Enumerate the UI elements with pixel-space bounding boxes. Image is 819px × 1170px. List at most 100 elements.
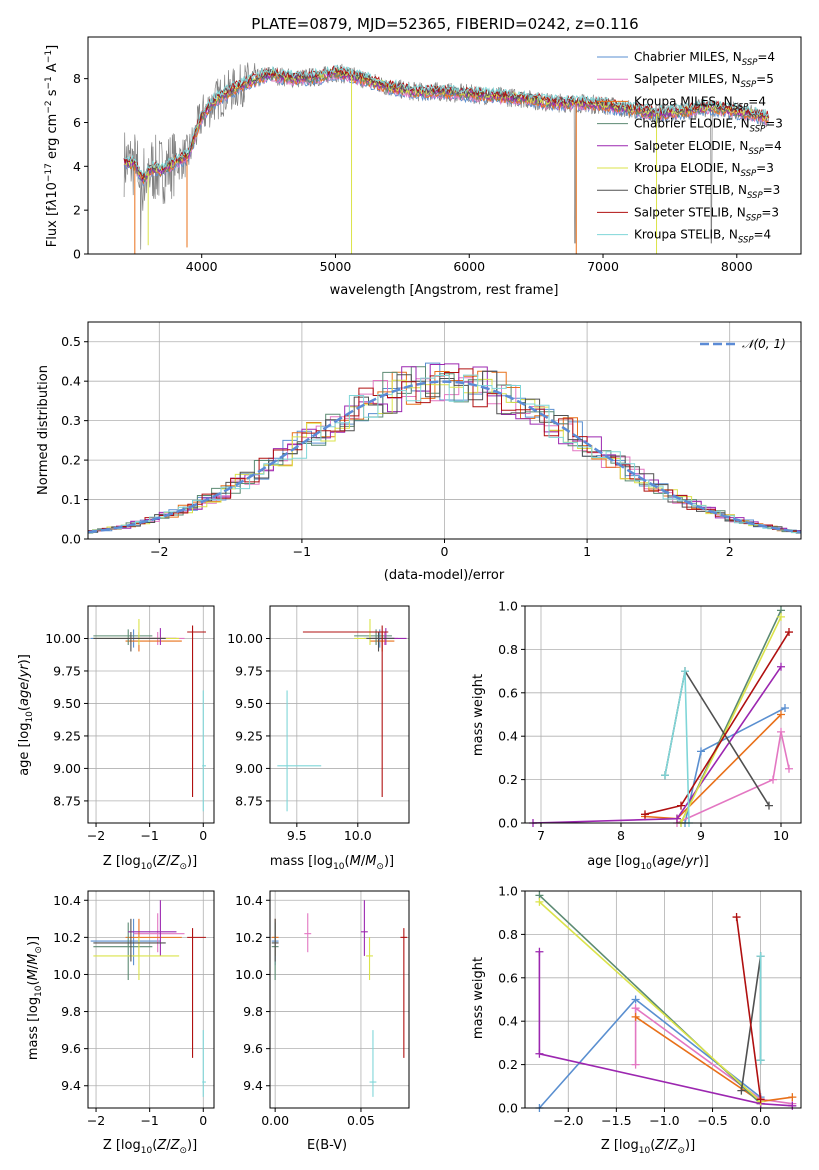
x-tick-label: −0.5 — [697, 1113, 727, 1128]
mass-weight-marker — [737, 1086, 746, 1095]
y-tick-label: 9.8 — [243, 1004, 263, 1019]
legend-label: Salpeter MILES, NSSP=5 — [634, 72, 774, 90]
gaussian-legend-label: 𝒩(0, 1) — [742, 337, 786, 351]
spectrum-ticks: 4000 5000 6000 7000 8000 0 2 4 6 8 — [73, 36, 802, 274]
mass-vs-Z-panel: −2 −1 0 9.4 9.6 9.8 10.0 10.2 10.4 — [53, 890, 215, 1128]
age-vs-Z-panel: −2 −1 0 8.75 9.00 9.25 9.50 9.75 10.00 — [45, 605, 215, 843]
age-vs-Z-xlabel: Z [log10(Z/Z⊙)] — [103, 854, 197, 872]
mass-weight-marker — [788, 1093, 797, 1102]
axes-frame — [524, 890, 802, 1109]
legend-label: Chabrier ELODIE, NSSP=3 — [634, 117, 783, 135]
gaussian-curve — [87, 380, 802, 534]
x-tick-label: 2 — [726, 544, 734, 559]
y-tick-label: 0.0 — [498, 816, 518, 831]
legend-label: Chabrier MILES, NSSP=4 — [634, 50, 775, 68]
legend-label: Kroupa ELODIE, NSSP=3 — [634, 161, 774, 179]
mass-weight-line — [735, 916, 762, 1100]
mass-weight-line — [680, 616, 782, 824]
mass-weight-marker — [631, 1004, 640, 1013]
x-tick-label: −1.5 — [601, 1113, 631, 1128]
mass-weight-marker — [781, 703, 789, 712]
mass-weight-line — [538, 951, 793, 1107]
x-tick-label: 8 — [617, 828, 625, 843]
y-tick-label: 0.6 — [498, 685, 518, 700]
mass-weight-marker — [677, 801, 685, 810]
y-tick-label: 9.50 — [235, 696, 263, 711]
mass-weight-marker — [535, 947, 544, 956]
mass-weight-marker — [777, 727, 785, 736]
y-tick-label: 0.5 — [61, 334, 81, 349]
y-tick-label: 9.4 — [61, 1078, 81, 1093]
y-tick-label: 8.75 — [235, 793, 263, 808]
legend-label: Salpeter ELODIE, NSSP=4 — [634, 139, 782, 157]
y-tick-label: 9.75 — [235, 663, 263, 678]
x-tick-label: −2 — [87, 828, 105, 843]
residual-histogram — [88, 366, 801, 534]
x-tick-label: 8000 — [721, 259, 753, 274]
x-tick-label: 7 — [537, 828, 545, 843]
mass-weight-line — [538, 998, 762, 1109]
axes-frame — [524, 605, 802, 824]
mass-weight-marker — [765, 801, 773, 810]
x-tick-label: 10 — [773, 828, 789, 843]
x-tick-label: 0 — [199, 828, 207, 843]
y-tick-label: 0.2 — [498, 772, 518, 787]
y-tick-label: 8 — [73, 71, 81, 86]
y-tick-label: 0.2 — [61, 453, 81, 468]
y-tick-label: 4 — [73, 159, 81, 174]
mass-weight-marker — [777, 612, 785, 621]
residuals-ylabel: Normed distribution — [36, 365, 51, 495]
y-tick-label: 0.4 — [498, 729, 518, 744]
legend-label: Chabrier STELIB, NSSP=3 — [634, 183, 780, 201]
spectrum-panel: 4000 5000 6000 7000 8000 0 2 4 6 8 Chabrier MILES… — [44, 36, 802, 298]
mass-weight-marker — [661, 771, 669, 780]
mass-weight-marker — [785, 628, 793, 637]
model-spectrum — [124, 65, 769, 177]
y-tick-label: 9.25 — [235, 728, 263, 743]
y-tick-label: 10.00 — [45, 631, 81, 646]
y-tick-label: 0.8 — [498, 927, 518, 942]
spectrum-xlabel: wavelength [Angstrom, rest frame] — [330, 283, 559, 298]
x-tick-label: 5000 — [320, 259, 352, 274]
y-tick-label: 10.2 — [235, 930, 263, 945]
residuals-xlabel: (data-model)/error — [384, 568, 505, 583]
mass-weight-line — [538, 901, 762, 1103]
mass-weight-line — [664, 670, 690, 824]
x-tick-label: 0.0 — [751, 1113, 771, 1128]
residuals-histograms — [88, 362, 801, 534]
y-tick-label: 0 — [73, 247, 81, 262]
x-tick-label: −1 — [293, 544, 311, 559]
y-tick-label: 9.00 — [53, 761, 81, 776]
y-tick-label: 0.3 — [61, 413, 81, 428]
y-tick-label: 10.00 — [227, 631, 263, 646]
y-tick-label: 9.00 — [235, 761, 263, 776]
residuals-panel: −2 −1 0 1 2 0.0 0.1 0.2 0.3 0.4 0.5 𝒩(0, 1) (data-… — [36, 321, 802, 583]
mass-vs-ebv-panel: 0.00 0.05 9.4 9.6 9.8 10.0 10.2 10.4 — [235, 890, 410, 1128]
axes-frame — [87, 890, 215, 1109]
y-tick-label: 0.0 — [498, 1101, 518, 1116]
y-tick-label: 2 — [73, 203, 81, 218]
mass-weight-marker — [673, 814, 681, 823]
x-tick-label: −1 — [140, 828, 158, 843]
y-tick-label: 9.75 — [53, 663, 81, 678]
mass-weight-marker — [756, 1095, 765, 1104]
x-tick-label: 9.5 — [287, 828, 307, 843]
figure-title: PLATE=0879, MJD=52365, FIBERID=0242, z=0… — [251, 15, 638, 33]
y-tick-label: 10.4 — [53, 893, 81, 908]
y-tick-label: 6 — [73, 115, 81, 130]
x-tick-label: 0.05 — [347, 1113, 375, 1128]
spectrum-ylabel: Flux [fλ10−17 erg cm−2 s−1 A−1] — [44, 45, 60, 247]
mass-weight-line — [634, 1006, 793, 1105]
weight-vs-age-ylabel: mass weight — [471, 674, 486, 756]
y-tick-label: 8.75 — [53, 793, 81, 808]
y-tick-label: 10.0 — [235, 967, 263, 982]
y-tick-label: 9.25 — [53, 728, 81, 743]
y-tick-label: 0.4 — [498, 1014, 518, 1029]
weight-vs-Z-xlabel: Z [log10(Z/Z⊙)] — [601, 1138, 695, 1156]
x-tick-label: −2.0 — [553, 1113, 583, 1128]
mass-weight-marker — [785, 764, 793, 773]
x-tick-label: 0 — [441, 544, 449, 559]
axes-frame — [87, 36, 802, 255]
mass-weight-marker — [777, 710, 785, 719]
model-spectrum — [123, 65, 769, 180]
